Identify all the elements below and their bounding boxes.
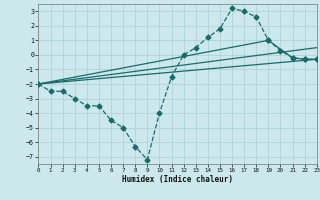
X-axis label: Humidex (Indice chaleur): Humidex (Indice chaleur)	[122, 175, 233, 184]
